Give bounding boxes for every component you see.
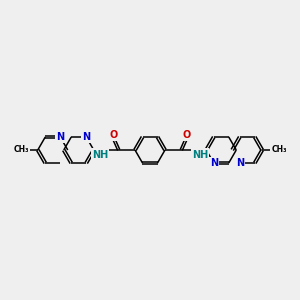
Text: N: N: [236, 158, 244, 168]
Text: NH: NH: [92, 149, 108, 160]
Text: O: O: [182, 130, 190, 140]
Text: CH₃: CH₃: [13, 146, 29, 154]
Text: NH: NH: [192, 149, 208, 160]
Text: N: N: [210, 158, 218, 168]
Text: O: O: [110, 130, 118, 140]
Text: N: N: [82, 132, 90, 142]
Text: N: N: [56, 132, 64, 142]
Text: CH₃: CH₃: [271, 146, 287, 154]
